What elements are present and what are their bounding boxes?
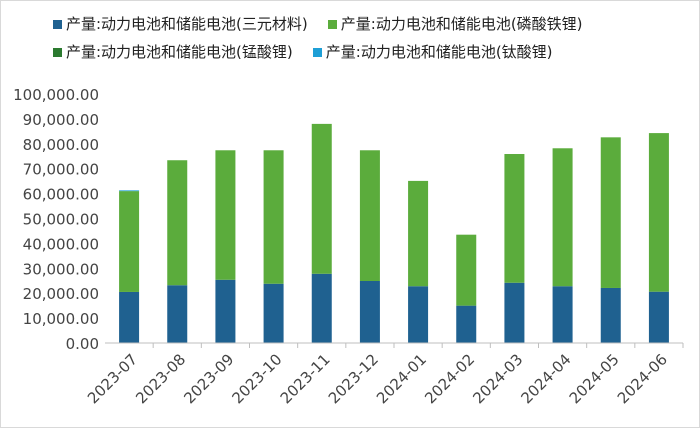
bar-2024-05-series-1 (600, 137, 621, 288)
legend-swatch-0 (53, 19, 62, 29)
y-tick-label: 0.00 (66, 335, 99, 353)
legend-label-0: 产量:动力电池和储能电池(三元材料) (66, 15, 308, 33)
x-tick-label: 2023-12 (325, 350, 382, 407)
legend-item-3: 产量:动力电池和储能电池(钛酸锂) (312, 43, 553, 61)
x-tick-label: 2024-04 (518, 350, 575, 407)
y-tick-label: 90,000.00 (23, 111, 99, 129)
y-tick-label: 10,000.00 (23, 310, 99, 328)
x-tick-label: 2024-05 (566, 350, 623, 407)
x-tick-label: 2024-01 (373, 350, 430, 407)
x-tick-label: 2023-09 (180, 350, 237, 407)
x-tick-label: 2024-02 (421, 350, 478, 407)
y-tick-label: 100,000.00 (13, 86, 99, 104)
bar-2023-08-series-1 (167, 160, 188, 286)
bar-2024-06-series-0 (648, 291, 669, 343)
bar-2024-04-series-0 (552, 286, 573, 343)
bar-2023-11-series-0 (311, 273, 332, 343)
legend-label-3: 产量:动力电池和储能电池(钛酸锂) (325, 43, 553, 61)
bar-2023-12-series-1 (359, 150, 380, 281)
bar-2024-04-series-1 (552, 148, 573, 287)
bar-2024-03-series-0 (504, 282, 525, 343)
y-tick-label: 40,000.00 (23, 235, 99, 253)
x-tick-label: 2023-07 (84, 350, 141, 407)
bar-2023-10-series-0 (263, 283, 284, 343)
bar-2024-01-series-0 (408, 286, 429, 343)
bar-2023-08-series-0 (167, 285, 188, 343)
legend-swatch-1 (327, 19, 337, 29)
y-tick-label: 80,000.00 (23, 136, 99, 154)
legend: 产量:动力电池和储能电池(三元材料) 产量:动力电池和储能电池(磷酸铁锂) 产量:动… (53, 15, 693, 61)
bar-2024-03-series-1 (504, 154, 525, 283)
y-tick-label: 30,000.00 (23, 260, 99, 278)
y-tick-label: 60,000.00 (23, 186, 99, 204)
bar-2024-01-series-1 (408, 180, 429, 287)
y-tick-label: 20,000.00 (23, 285, 99, 303)
bar-2024-02-series-1 (456, 234, 477, 306)
legend-item-1: 产量:动力电池和储能电池(磷酸铁锂) (327, 15, 583, 33)
bar-2023-10-series-1 (263, 150, 284, 284)
x-tick-label: 2023-10 (229, 350, 286, 407)
bar-2024-05-series-0 (600, 287, 621, 343)
bar-2023-12-series-0 (359, 280, 380, 343)
legend-item-0: 产量:动力电池和储能电池(三元材料) (53, 15, 308, 33)
bar-2023-11-series-1 (311, 123, 332, 274)
legend-label-1: 产量:动力电池和储能电池(磷酸铁锂) (340, 15, 583, 33)
legend-label-2: 产量:动力电池和储能电池(锰酸锂) (66, 43, 293, 61)
x-tick-label: 2024-03 (469, 350, 526, 407)
x-tick-label: 2024-06 (614, 350, 671, 407)
bar-2023-09-series-0 (215, 279, 236, 343)
bar-2023-07-series-1 (119, 191, 140, 292)
bar-2023-07-series-0 (119, 291, 140, 343)
x-tick-label: 2023-11 (277, 350, 334, 407)
legend-swatch-2 (53, 47, 62, 57)
x-tick-label: 2023-08 (132, 350, 189, 407)
bar-2024-06-series-1 (648, 133, 669, 292)
bar-2023-07-series-3 (119, 190, 140, 192)
bar-2024-02-series-0 (456, 305, 477, 343)
bar-2023-09-series-1 (215, 150, 236, 280)
y-tick-label: 50,000.00 (23, 211, 99, 229)
legend-swatch-3 (312, 47, 322, 57)
y-tick-label: 70,000.00 (23, 161, 99, 179)
legend-item-2: 产量:动力电池和储能电池(锰酸锂) (53, 43, 293, 61)
